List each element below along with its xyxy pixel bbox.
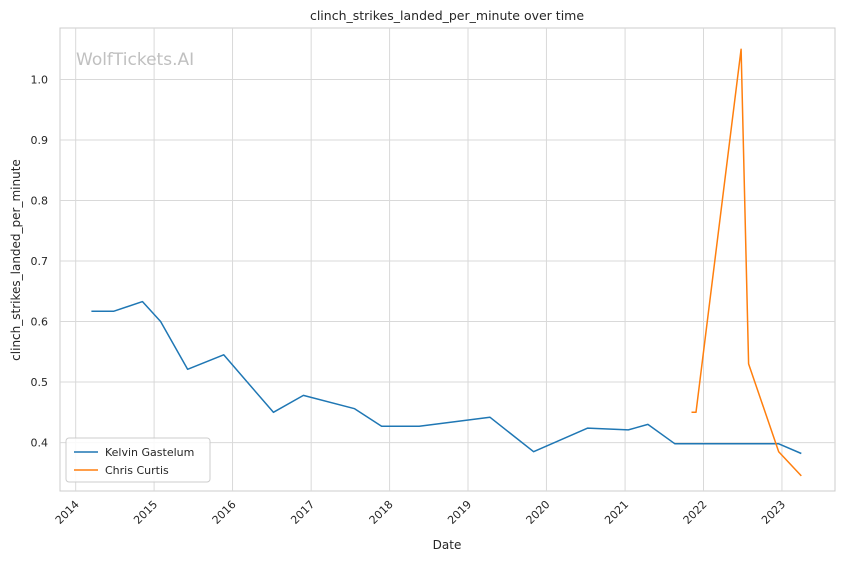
y-tick-label: 0.5: [31, 376, 49, 389]
series-line-kelvin-gastelum: [91, 300, 802, 455]
y-axis-label: clinch_strikes_landed_per_minute: [9, 159, 23, 361]
y-tick-label: 0.6: [31, 316, 49, 329]
legend-label: Chris Curtis: [105, 464, 169, 477]
watermark: WolfTickets.AI: [76, 50, 194, 70]
series-line-chris-curtis: [691, 48, 802, 477]
y-tick-label: 0.8: [31, 194, 49, 207]
series-lines: [91, 48, 802, 477]
y-axis-ticks: 0.4 0.5 0.6 0.7 0.8 0.9 1.0: [31, 73, 49, 449]
grid: [60, 28, 835, 491]
y-tick-label: 0.7: [31, 255, 49, 268]
legend-label: Kelvin Gastelum: [105, 446, 194, 459]
y-tick-label: 1.0: [31, 73, 49, 86]
y-tick-label: 0.4: [31, 437, 49, 450]
legend-box: [65, 437, 211, 483]
legend: Kelvin Gastelum Chris Curtis: [65, 437, 211, 483]
y-tick-label: 0.9: [31, 134, 49, 147]
chart-title: clinch_strikes_landed_per_minute over ti…: [310, 8, 584, 23]
x-axis-label: Date: [433, 538, 462, 552]
plot-area: [59, 27, 836, 492]
